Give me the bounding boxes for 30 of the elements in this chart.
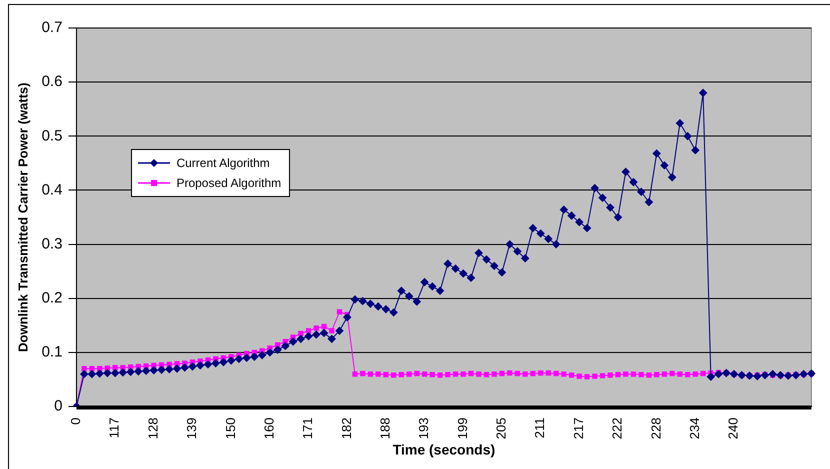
x-tick-label: 117 bbox=[106, 418, 122, 438]
y-axis-title: Downlink Transmitted Carrier Power (watts) bbox=[15, 82, 30, 352]
y-tick-label: 0 bbox=[54, 398, 62, 415]
legend-label: Proposed Algorithm bbox=[176, 176, 282, 190]
x-tick-label: 193 bbox=[416, 418, 432, 440]
x-tick-label: 240 bbox=[726, 418, 741, 440]
x-tick-label: 211 bbox=[532, 418, 548, 438]
x-tick-label: 128 bbox=[145, 418, 160, 440]
x-tick-label: 222 bbox=[610, 418, 625, 440]
y-tick-label: 0.6 bbox=[42, 73, 62, 90]
legend-label: Current Algorithm bbox=[176, 156, 270, 170]
x-tick-label: 150 bbox=[222, 418, 238, 440]
x-tick-label: 205 bbox=[494, 418, 509, 440]
x-tick-label: 199 bbox=[454, 418, 470, 440]
x-tick-label: 217 bbox=[570, 418, 586, 440]
y-tick-label: 0.2 bbox=[42, 290, 62, 307]
y-tick-label: 0.7 bbox=[42, 19, 62, 36]
x-tick-label: 160 bbox=[261, 418, 276, 440]
y-tick-label: 0.1 bbox=[42, 344, 62, 361]
x-axis-title: Time (seconds) bbox=[392, 441, 496, 458]
x-tick-label: 171 bbox=[300, 418, 316, 440]
y-tick-label: 0.5 bbox=[42, 127, 62, 144]
x-tick-label: 139 bbox=[184, 418, 200, 440]
y-tick-label: 0.4 bbox=[42, 181, 62, 198]
x-tick-label: 0 bbox=[68, 418, 84, 425]
x-tick-label: 182 bbox=[338, 418, 354, 440]
x-tick-label: 234 bbox=[686, 418, 702, 440]
x-tick-label: 188 bbox=[377, 418, 392, 440]
y-tick-label: 0.3 bbox=[42, 235, 62, 252]
x-tick-label: 228 bbox=[648, 418, 664, 440]
